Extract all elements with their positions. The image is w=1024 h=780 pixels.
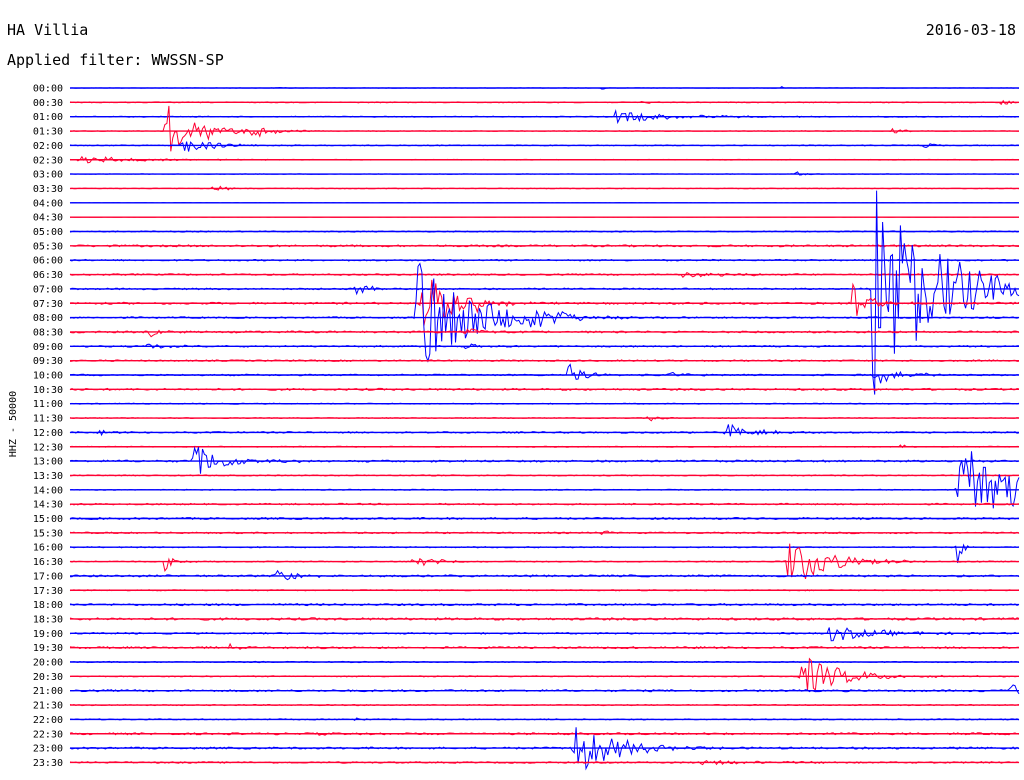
row-time-label: 16:00 bbox=[33, 543, 63, 554]
plot-date: 2016-03-18 bbox=[925, 21, 1016, 39]
row-time-label: 02:00 bbox=[33, 141, 63, 152]
row-time-label: 18:00 bbox=[33, 600, 63, 611]
row-time-label: 13:00 bbox=[33, 457, 63, 468]
row-time-label: 19:00 bbox=[33, 629, 63, 640]
row-time-label: 20:30 bbox=[33, 672, 63, 683]
row-time-label: 05:30 bbox=[33, 241, 63, 252]
row-time-label: 01:30 bbox=[33, 127, 63, 138]
row-time-label: 06:00 bbox=[33, 256, 63, 267]
station-name: HA Villia bbox=[7, 21, 89, 39]
row-time-label: 01:00 bbox=[33, 112, 63, 123]
row-time-label: 08:00 bbox=[33, 313, 63, 324]
row-time-label: 12:30 bbox=[33, 442, 63, 453]
row-time-label: 03:00 bbox=[33, 170, 63, 181]
row-time-label: 04:30 bbox=[33, 213, 63, 224]
row-time-label: 16:30 bbox=[33, 557, 63, 568]
row-time-label: 23:00 bbox=[33, 744, 63, 755]
seismic-trace-1900 bbox=[69, 627, 1020, 642]
seismic-trace-0130 bbox=[69, 105, 1019, 152]
seismic-trace-2100 bbox=[70, 684, 1020, 695]
row-time-label: 00:30 bbox=[33, 98, 63, 109]
row-time-label: 04:00 bbox=[33, 198, 63, 209]
seismic-trace-0700 bbox=[69, 190, 1020, 395]
trace-rows: 00:00 00:30 01:00 01:30 02:00 02:30 03:00 03:30… bbox=[33, 84, 1020, 771]
row-time-label: 21:00 bbox=[33, 686, 63, 697]
row-time-label: 13:30 bbox=[33, 471, 63, 482]
row-time-label: 23:30 bbox=[33, 758, 63, 769]
row-time-label: 06:30 bbox=[33, 270, 63, 281]
seismic-trace-0200 bbox=[69, 141, 1020, 152]
row-time-label: 21:30 bbox=[33, 701, 63, 712]
row-time-label: 12:00 bbox=[33, 428, 63, 439]
row-time-label: 03:30 bbox=[33, 184, 63, 195]
row-time-label: 09:30 bbox=[33, 356, 63, 367]
row-time-label: 10:30 bbox=[33, 385, 63, 396]
seismic-trace-1200 bbox=[69, 423, 1020, 437]
row-time-label: 17:00 bbox=[33, 571, 63, 582]
row-time-label: 07:00 bbox=[33, 284, 63, 295]
seismic-trace-1400 bbox=[69, 451, 1020, 509]
row-time-label: 19:30 bbox=[33, 643, 63, 654]
row-time-label: 17:30 bbox=[33, 586, 63, 597]
seismic-trace-1700 bbox=[69, 569, 1020, 581]
row-time-label: 22:30 bbox=[33, 729, 63, 740]
y-axis-label: HHZ - 50000 bbox=[8, 391, 19, 457]
row-time-label: 00:00 bbox=[33, 84, 63, 95]
row-time-label: 14:00 bbox=[33, 485, 63, 496]
row-time-label: 15:30 bbox=[33, 528, 63, 539]
seismic-trace-2030 bbox=[69, 657, 1019, 692]
row-time-label: 20:00 bbox=[33, 658, 63, 669]
row-time-label: 15:00 bbox=[33, 514, 63, 525]
row-time-label: 02:30 bbox=[33, 155, 63, 166]
row-time-label: 07:30 bbox=[33, 299, 63, 310]
row-time-label: 08:30 bbox=[33, 327, 63, 338]
filter-label: Applied filter: WWSSN-SP bbox=[7, 51, 224, 69]
seismic-trace-1930 bbox=[69, 642, 1019, 650]
seismic-trace-1000 bbox=[69, 363, 1020, 384]
row-time-label: 18:30 bbox=[33, 614, 63, 625]
row-time-label: 05:00 bbox=[33, 227, 63, 238]
row-time-label: 14:30 bbox=[33, 500, 63, 511]
row-time-label: 22:00 bbox=[33, 715, 63, 726]
row-time-label: 11:30 bbox=[33, 414, 63, 425]
seismic-trace-0830 bbox=[69, 328, 1020, 338]
row-time-label: 10:00 bbox=[33, 371, 63, 382]
row-time-label: 11:00 bbox=[33, 399, 63, 410]
row-time-label: 09:00 bbox=[33, 342, 63, 353]
